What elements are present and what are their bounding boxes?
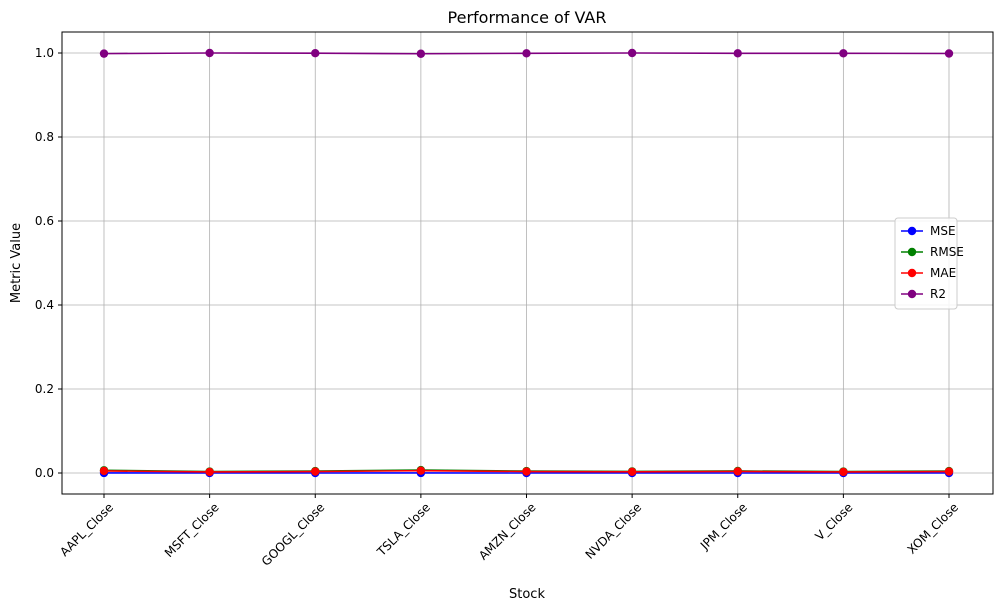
x-tick-label: TSLA_Close (374, 500, 433, 559)
x-tick-label: GOOGL_Close (259, 500, 328, 569)
legend-marker-mse (907, 226, 917, 236)
x-tick-label: AMZN_Close (476, 500, 539, 563)
series-mae (99, 466, 954, 477)
data-point-r2 (311, 49, 320, 58)
legend-item-mse: MSE (901, 224, 956, 238)
y-tick-label: 1.0 (35, 46, 54, 60)
data-point-mae (416, 466, 426, 475)
data-point-r2 (99, 49, 109, 58)
y-tick-label: 0.4 (35, 298, 54, 312)
legend-item-mae: MAE (901, 266, 956, 280)
data-point-mae (522, 467, 531, 476)
data-point-mae (944, 467, 954, 476)
legend-item-rmse: RMSE (901, 245, 964, 259)
data-point-mae (99, 466, 109, 476)
x-tick-label: JPM_Close (697, 500, 750, 553)
data-point-mae (839, 467, 848, 477)
data-point-r2 (416, 49, 426, 58)
legend-box (894, 217, 958, 310)
legend-label-mse: MSE (930, 224, 956, 238)
x-axis: AAPL_Close MSFT_Close GOOGL_Close TSLA_Clos… (57, 494, 961, 569)
grid (62, 32, 993, 494)
y-tick-label: 0.6 (35, 214, 54, 228)
data-point-r2 (733, 49, 742, 58)
x-tick-label: MSFT_Close (162, 500, 222, 560)
y-tick-label: 0.8 (35, 130, 54, 144)
series-r2 (99, 48, 954, 58)
data-point-r2 (627, 48, 637, 58)
data-point-r2 (205, 48, 214, 58)
data-point-mae (733, 467, 742, 476)
legend: MSE RMSE MAE R2 (894, 217, 964, 310)
series-group (99, 48, 954, 478)
legend-label-mae: MAE (930, 266, 956, 280)
data-point-r2 (944, 49, 954, 58)
legend-marker-mae (907, 268, 917, 278)
data-point-mae (205, 467, 214, 477)
x-tick-label: V_Close (812, 500, 855, 543)
plot-area-frame (61, 31, 994, 495)
chart-title: Performance of VAR (448, 8, 607, 27)
legend-label-rmse: RMSE (930, 245, 964, 259)
legend-marker-rmse (907, 247, 917, 257)
x-tick-label: NVDA_Close (583, 500, 645, 562)
legend-label-r2: R2 (930, 287, 946, 301)
y-tick-label: 0.0 (35, 466, 54, 480)
legend-item-r2: R2 (901, 287, 946, 301)
y-axis-label: Metric Value (9, 223, 24, 303)
x-axis-label: Stock (509, 587, 545, 602)
x-tick-label: AAPL_Close (57, 500, 116, 559)
data-point-r2 (522, 49, 531, 58)
y-tick-label: 0.2 (35, 382, 54, 396)
data-point-r2 (839, 49, 848, 58)
y-axis: 0.0 0.2 0.4 0.6 0.8 1.0 (35, 46, 62, 480)
data-point-mae (627, 467, 637, 477)
legend-marker-r2 (907, 289, 917, 299)
data-point-mae (311, 467, 320, 476)
x-tick-label: XOM_Close (905, 500, 962, 557)
